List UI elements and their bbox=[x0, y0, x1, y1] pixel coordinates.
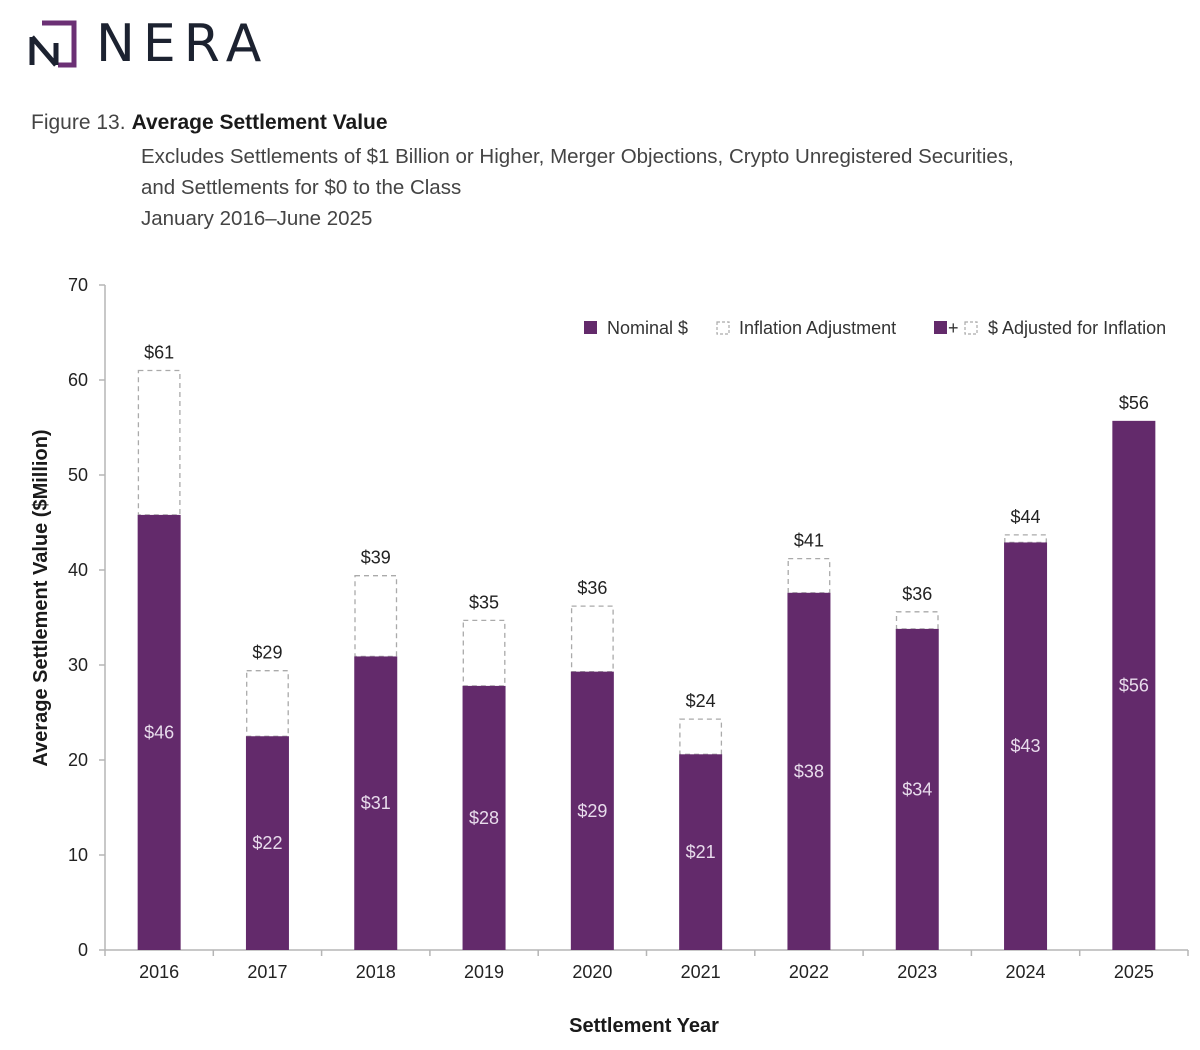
bar-nominal-label: $22 bbox=[252, 833, 282, 853]
bar-nominal-label: $29 bbox=[577, 801, 607, 821]
chart-labels: $61 $46 $29 $22 $39 $31 $35 $28 $36 $29 $24 $21 $41 $… bbox=[144, 343, 1149, 863]
bar-inflation-adjustment bbox=[354, 575, 398, 658]
legend-plus-sign: + bbox=[948, 318, 959, 338]
figure-subtitle-line-3: January 2016–June 2025 bbox=[141, 207, 373, 230]
bar-nominal-label: $21 bbox=[686, 842, 716, 862]
bar-inflation-adjustment bbox=[246, 670, 289, 737]
chart-bars bbox=[137, 369, 1156, 951]
bar-total-label: $61 bbox=[144, 343, 174, 363]
legend-swatch-adjusted-dashed bbox=[964, 321, 978, 335]
bar-total-label: $36 bbox=[902, 584, 932, 604]
y-tick-label: 40 bbox=[68, 560, 88, 580]
bar-nominal-label: $34 bbox=[902, 779, 932, 799]
x-axis-title: Settlement Year bbox=[569, 1015, 719, 1037]
bar-nominal-label: $56 bbox=[1119, 675, 1149, 695]
x-tick-label: 2020 bbox=[572, 962, 612, 982]
x-tick-label: 2019 bbox=[464, 962, 504, 982]
y-tick-label: 60 bbox=[68, 370, 88, 390]
legend-swatch-inflation bbox=[716, 321, 730, 335]
x-tick-label: 2016 bbox=[139, 962, 179, 982]
bar-nominal bbox=[245, 736, 289, 950]
bar-nominal bbox=[895, 628, 939, 950]
bar-inflation-adjustment bbox=[1004, 534, 1047, 544]
y-tick-label: 10 bbox=[68, 845, 88, 865]
x-tick-label: 2017 bbox=[247, 962, 287, 982]
x-tick-label: 2018 bbox=[356, 962, 396, 982]
x-tick-label: 2021 bbox=[681, 962, 721, 982]
bar-inflation-adjustment bbox=[462, 619, 506, 687]
bar-inflation-adjustment bbox=[570, 605, 614, 673]
bar-nominal-label: $43 bbox=[1011, 736, 1041, 756]
bar-total-label: $39 bbox=[361, 548, 391, 568]
y-tick-label: 0 bbox=[78, 940, 88, 960]
x-tick-label: 2024 bbox=[1006, 962, 1046, 982]
bar-nominal bbox=[1004, 542, 1048, 950]
x-tick-label: 2025 bbox=[1114, 962, 1154, 982]
bar-nominal bbox=[1112, 420, 1156, 951]
bar-nominal bbox=[679, 754, 723, 950]
y-axis-title: Average Settlement Value ($Million) bbox=[30, 429, 52, 766]
bar-inflation-adjustment bbox=[137, 369, 181, 516]
bar-nominal-label: $31 bbox=[361, 793, 391, 813]
bar-total-label: $41 bbox=[794, 531, 824, 551]
bar-nominal bbox=[137, 514, 181, 950]
figure-number: Figure 13. bbox=[31, 111, 126, 134]
legend-swatch-adjusted-solid bbox=[934, 321, 947, 334]
legend-label-nominal: Nominal $ bbox=[607, 318, 688, 338]
nera-logo: NERA bbox=[28, 18, 269, 70]
bar-nominal bbox=[462, 685, 506, 950]
y-tick-label: 50 bbox=[68, 465, 88, 485]
nera-logo-mark-icon bbox=[29, 20, 77, 68]
chart-legend: Nominal $ Inflation Adjustment + $ Adjusted… bbox=[584, 318, 1166, 338]
bar-nominal bbox=[354, 656, 398, 950]
bar-nominal bbox=[787, 592, 831, 950]
x-tick-label: 2023 bbox=[897, 962, 937, 982]
figure-heading: Figure 13. Average Settlement Value bbox=[31, 111, 388, 135]
bar-nominal-label: $46 bbox=[144, 722, 174, 742]
bar-total-label: $36 bbox=[577, 578, 607, 598]
legend-label-adjusted: $ Adjusted for Inflation bbox=[988, 318, 1166, 338]
bar-total-label: $56 bbox=[1119, 393, 1149, 413]
bar-inflation-adjustment bbox=[787, 557, 831, 594]
y-tick-label: 20 bbox=[68, 750, 88, 770]
legend-swatch-nominal bbox=[584, 321, 597, 334]
y-tick-label: 70 bbox=[68, 275, 88, 295]
y-tick-label: 30 bbox=[68, 655, 88, 675]
bar-nominal bbox=[570, 671, 614, 950]
x-tick-label: 2022 bbox=[789, 962, 829, 982]
figure-subtitle-line-1: Excludes Settlements of $1 Billion or Hi… bbox=[141, 145, 1014, 168]
figure-subtitle-line-2: and Settlements for $0 to the Class bbox=[141, 176, 462, 199]
bar-total-label: $29 bbox=[252, 643, 282, 663]
brand-name: NERA bbox=[96, 14, 270, 74]
bar-nominal-label: $28 bbox=[469, 808, 499, 828]
bar-total-label: $24 bbox=[686, 691, 716, 711]
legend-label-inflation: Inflation Adjustment bbox=[739, 318, 896, 338]
bar-inflation-adjustment bbox=[679, 718, 723, 755]
figure-title: Average Settlement Value bbox=[131, 111, 388, 134]
bar-total-label: $35 bbox=[469, 592, 499, 612]
bar-nominal-label: $38 bbox=[794, 761, 824, 781]
bar-total-label: $44 bbox=[1011, 507, 1041, 527]
bar-inflation-adjustment bbox=[895, 611, 939, 630]
